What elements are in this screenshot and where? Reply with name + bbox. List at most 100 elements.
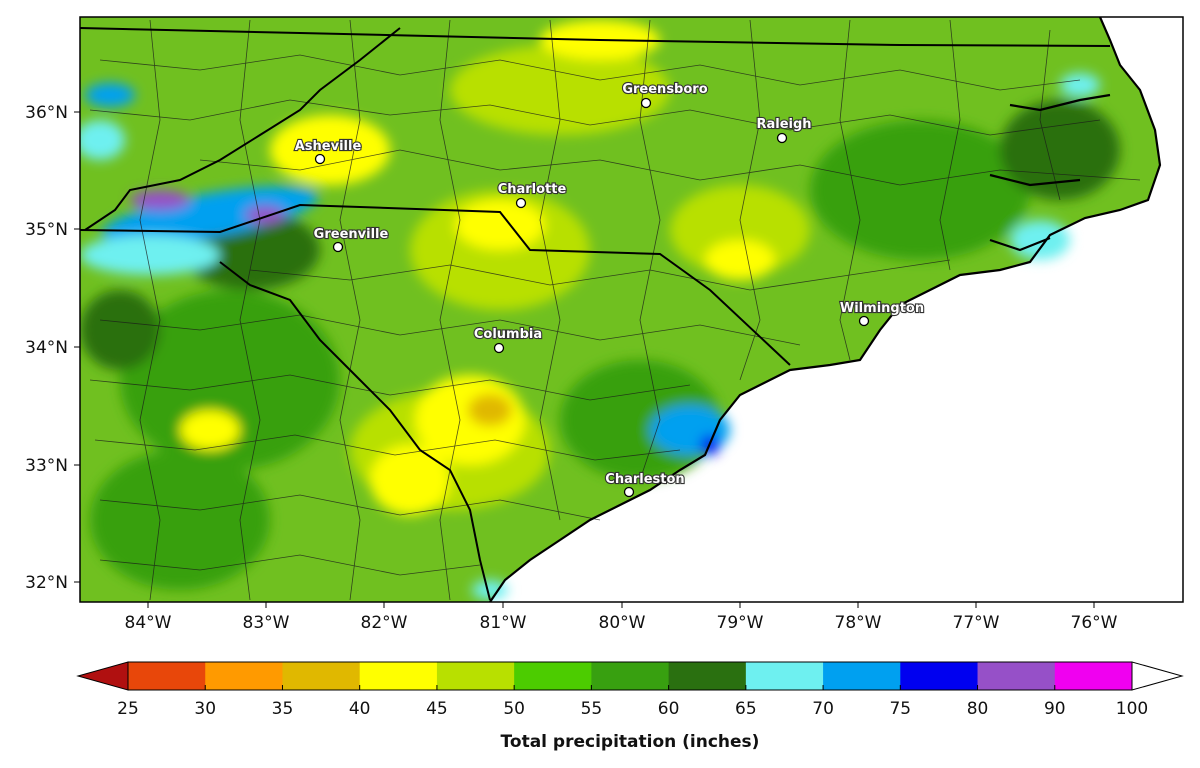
latitude-axis: 36°N 35°N 34°N 33°N 32°N	[25, 103, 80, 593]
city-charlotte: Charlotte	[497, 181, 568, 209]
lon-tick-label: 76°W	[1071, 613, 1118, 633]
shade-60-65-outer-banks	[1000, 100, 1120, 200]
colorbar: 25 30 35 40 45 50 55 60 65 70 75 80 90 100 Total preci…	[76, 661, 1184, 752]
city-label: Columbia	[474, 327, 542, 342]
colorbar-tick-label: 25	[117, 699, 139, 719]
city-wilmington: Wilmington	[839, 300, 925, 327]
lon-tick-label: 81°W	[480, 613, 527, 633]
longitude-axis: 84°W 83°W 82°W 81°W 80°W 79°W 78°W 77°W 76°W	[125, 602, 1118, 633]
lat-tick-label: 32°N	[25, 573, 68, 593]
colorbar-tick-label: 50	[503, 699, 525, 719]
colorbar-segment	[128, 662, 206, 690]
colorbar-tick-label: 55	[581, 699, 603, 719]
city-marker	[493, 342, 505, 354]
shade-55-60-sc-west	[120, 290, 340, 470]
city-marker	[314, 153, 326, 165]
lat-tick-label: 33°N	[25, 456, 68, 476]
colorbar-tick-label: 75	[889, 699, 911, 719]
shade-45-50-sandhills	[670, 185, 810, 275]
lon-tick-label: 82°W	[361, 613, 408, 633]
shade-40-45-nc-south	[705, 240, 775, 280]
sc-ga-border	[219, 261, 491, 601]
colorbar-tick-label: 40	[349, 699, 371, 719]
precip-shading	[80, 20, 1120, 600]
colorbar-segment	[205, 662, 283, 690]
colorbar-over-triangle	[1131, 661, 1184, 691]
colorbar-segment	[436, 662, 515, 690]
shade-80-90-peak-west	[130, 190, 190, 210]
colorbar-tick-label: 35	[272, 699, 294, 719]
lon-tick-label: 80°W	[599, 613, 646, 633]
lon-tick-label: 77°W	[953, 613, 1000, 633]
shade-40-45-asheville	[270, 115, 390, 185]
city-label: Greenville	[314, 227, 389, 242]
colorbar-under-triangle	[76, 661, 129, 691]
shade-65-70-albemarle	[1060, 73, 1100, 97]
lat-tick-label: 35°N	[25, 220, 68, 240]
colorbar-tick-label: 30	[194, 699, 216, 719]
shade-40-45-sc-west	[180, 410, 240, 450]
lon-tick-label: 79°W	[717, 613, 764, 633]
lat-tick-label: 34°N	[25, 338, 68, 358]
colorbar-segment	[823, 662, 901, 690]
city-marker	[640, 97, 652, 109]
county-lines	[89, 19, 1141, 601]
shade-40-45-sc-south	[370, 445, 450, 515]
city-label: Asheville	[295, 139, 362, 154]
map-panel	[80, 17, 1183, 602]
colorbar-segment	[668, 662, 747, 690]
nc-tn-border	[84, 27, 401, 231]
city-label: Greensboro	[622, 82, 707, 97]
shade-65-70-blue-ridge-south	[80, 235, 220, 275]
nc-sc-border	[80, 203, 791, 366]
colorbar-tick-label: 65	[735, 699, 757, 719]
city-marker	[858, 315, 870, 327]
colorbar-title: Total precipitation (inches)	[501, 732, 760, 752]
colorbar-tick-label: 80	[967, 699, 989, 719]
colorbar-tick-label: 90	[1044, 699, 1066, 719]
lon-tick-label: 84°W	[125, 613, 172, 633]
lon-tick-label: 83°W	[243, 613, 290, 633]
colorbar-segment	[514, 662, 592, 690]
shade-70-75-blue-ridge	[101, 186, 319, 244]
city-marker	[776, 132, 788, 144]
colorbar-tick-label: 45	[426, 699, 448, 719]
shade-65-70-savannah	[472, 580, 508, 600]
colorbar-segment	[1054, 662, 1133, 690]
map-frame	[79, 16, 1184, 603]
colorbar-tick-label: 100	[1116, 699, 1148, 719]
nc-va-border	[80, 27, 1111, 47]
shade-60-65-ga-border	[80, 290, 160, 370]
city-label: Charleston	[605, 472, 684, 487]
city-label: Raleigh	[756, 117, 811, 132]
city-raleigh: Raleigh	[755, 116, 813, 144]
city-marker	[332, 241, 344, 253]
city-charleston: Charleston	[604, 471, 686, 498]
shade-35-40-columbia	[468, 394, 512, 426]
colorbar-segment	[900, 662, 979, 690]
lon-tick-label: 78°W	[835, 613, 882, 633]
shade-55-60-sc-southwest	[90, 450, 270, 590]
city-greenville: Greenville	[313, 226, 390, 253]
shade-70-75-northwest	[85, 83, 135, 107]
city-asheville: Asheville	[294, 138, 363, 165]
colorbar-segment	[591, 662, 670, 690]
colorbar-segment	[359, 662, 438, 690]
shade-55-60-nc-east	[810, 120, 1030, 260]
city-markers: Asheville Greensboro Raleigh Charlotte Green…	[294, 81, 925, 498]
colorbar-segment	[745, 662, 824, 690]
colorbar-tick-label: 60	[658, 699, 680, 719]
city-columbia: Columbia	[473, 326, 543, 354]
state-borders	[80, 27, 1111, 601]
city-label: Wilmington	[840, 301, 924, 316]
shade-65-70-cape-lookout	[1010, 220, 1070, 260]
colorbar-segment	[282, 662, 361, 690]
lat-tick-label: 36°N	[25, 103, 68, 123]
colorbar-tick-label: 70	[812, 699, 834, 719]
city-label: Charlotte	[498, 182, 567, 197]
city-marker	[515, 197, 527, 209]
shade-65-70-northwest	[80, 120, 125, 160]
shade-45-50-nc-north	[450, 45, 670, 135]
shade-40-45-charlotte	[455, 200, 545, 250]
